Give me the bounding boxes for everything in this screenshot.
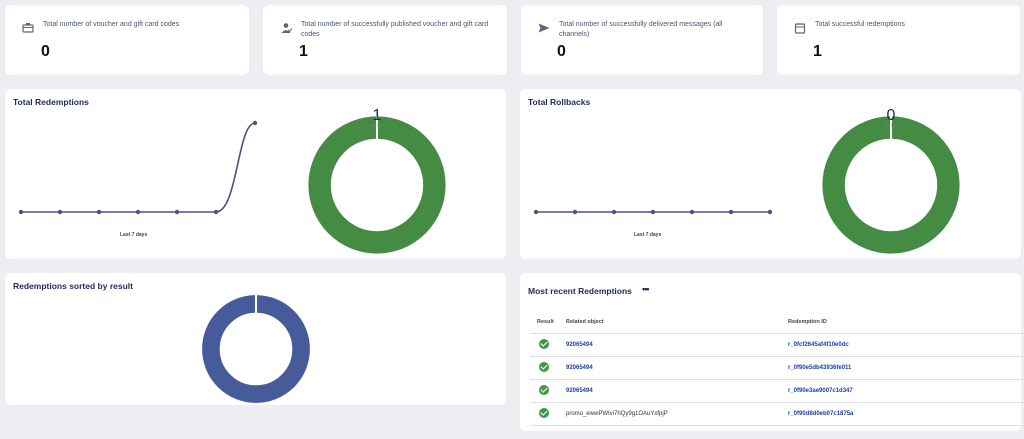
result-cell <box>530 333 566 357</box>
column-header-redemption-id[interactable]: Redemption ID <box>788 311 1024 334</box>
result-cell <box>530 402 566 426</box>
data-point <box>689 209 695 215</box>
stat-value: 0 <box>557 43 566 60</box>
table-row[interactable]: 92065494 r_0fcf2645af4f10e0dc <box>530 333 1024 357</box>
table-row[interactable]: promo_ewwPWIvi7hQy9g1OAuYxfpjP r_0f90d8d0… <box>530 402 1024 426</box>
data-point <box>611 209 617 215</box>
donut-total-value: 0 <box>886 107 896 124</box>
related-object-cell[interactable]: 92065494 <box>566 356 788 380</box>
calendar-icon <box>794 23 806 34</box>
redemption-id-link[interactable]: r_0fcf2645af4f10e0dc <box>788 333 1024 357</box>
redemption-id-link[interactable]: r_0f90e5db43936fe011 <box>788 356 1024 380</box>
data-point <box>174 209 180 215</box>
data-point <box>135 209 141 215</box>
stat-label: Total number of successfully delivered m… <box>559 21 723 38</box>
series-line <box>21 122 256 213</box>
redemption-id-link[interactable]: r_0f90e3ae9007c1d347 <box>788 379 1024 403</box>
data-point <box>18 209 24 215</box>
table-header-row: Result Related object Redemption ID <box>530 311 1024 334</box>
donut-total-value: 1 <box>372 107 382 124</box>
column-header-result[interactable]: Result <box>530 311 566 334</box>
donut-total-caption: TOTAL <box>883 123 899 128</box>
total-rollbacks-panel: Total Rollbacks Last 7 days 0 TOTAL <box>520 89 1021 259</box>
ticket-icon <box>22 23 34 33</box>
panel-title: Redemptions sorted by result <box>13 281 133 291</box>
data-point <box>572 209 578 215</box>
redemptions-table: Result Related object Redemption ID 9206… <box>530 311 1024 426</box>
stat-value: 0 <box>41 43 50 60</box>
rollbacks-donut-chart <box>822 115 960 254</box>
data-point <box>728 209 734 215</box>
data-point <box>57 209 63 215</box>
user-publish-icon <box>281 23 293 33</box>
related-object-cell: promo_ewwPWIvi7hQy9g1OAuYxfpjP <box>566 402 788 426</box>
x-axis-label: Last 7 days <box>120 232 148 238</box>
success-check-icon <box>539 407 549 418</box>
donut-slice <box>308 116 446 254</box>
data-point <box>252 120 258 126</box>
redemptions-line-chart <box>18 120 258 215</box>
result-cell <box>530 356 566 380</box>
result-cell <box>530 379 566 403</box>
stat-value: 1 <box>299 43 308 60</box>
success-check-icon <box>539 384 549 395</box>
stat-card-redemptions: Total successful redemptions 1 <box>777 5 1020 75</box>
data-point <box>533 209 539 215</box>
rollbacks-line-chart <box>533 209 773 215</box>
panel-title: Most recent Redemptions <box>528 286 632 296</box>
stat-value: 1 <box>813 43 822 60</box>
recent-redemptions-panel: Most recent Redemptions ••• Result Relat… <box>520 273 1024 431</box>
data-point <box>650 209 656 215</box>
send-icon <box>538 23 550 33</box>
sorted-donut-chart <box>202 294 310 403</box>
stat-label: Total successful redemptions <box>815 21 905 28</box>
table-row[interactable]: 92065494 r_0f90e3ae9007c1d347 <box>530 379 1024 403</box>
total-redemptions-panel: Total Redemptions Last 7 days 1 TOTAL <box>5 89 506 259</box>
column-header-related-object[interactable]: Related object <box>566 311 788 334</box>
related-object-cell[interactable]: 92065494 <box>566 379 788 403</box>
redemptions-donut-chart <box>308 115 446 254</box>
donut-slice <box>822 116 960 254</box>
panel-title: Total Redemptions <box>13 97 89 107</box>
panel-title: Total Rollbacks <box>528 97 591 107</box>
data-point <box>767 209 773 215</box>
x-axis-label: Last 7 days <box>634 232 662 238</box>
sorted-by-result-panel: Redemptions sorted by result <box>5 273 506 405</box>
more-options-icon[interactable]: ••• <box>642 284 650 294</box>
success-check-icon <box>539 361 549 372</box>
donut-total-caption: TOTAL <box>369 123 385 128</box>
stat-label: Total number of voucher and gift card co… <box>43 21 180 28</box>
donut-slice <box>202 295 310 403</box>
redemption-id-link[interactable]: r_0f90d8d0eb07c1875a <box>788 402 1024 426</box>
stat-card-published: Total number of successfully published v… <box>263 5 507 75</box>
table-row[interactable]: 92065494 r_0f90e5db43936fe011 <box>530 356 1024 380</box>
related-object-cell[interactable]: 92065494 <box>566 333 788 357</box>
data-point <box>96 209 102 215</box>
data-point <box>213 209 219 215</box>
success-check-icon <box>539 338 549 349</box>
stat-card-codes: Total number of voucher and gift card co… <box>5 5 249 75</box>
stat-card-delivered: Total number of successfully delivered m… <box>521 5 763 75</box>
stat-label: Total number of successfully published v… <box>301 21 489 38</box>
